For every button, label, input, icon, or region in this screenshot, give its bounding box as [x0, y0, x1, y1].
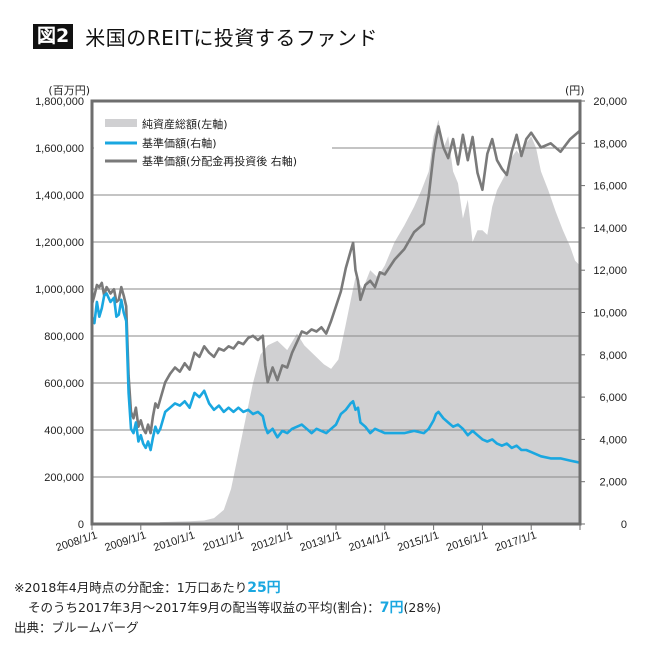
- x-axis-tick-label: 2009/1/1: [103, 529, 147, 554]
- x-axis-tick-label: 2015/1/1: [396, 529, 440, 554]
- right-axis-tick-label: 12,000: [593, 265, 627, 277]
- legend: 純資産総額(左軸) 基準価額(右軸) 基準価額(分配金再投資後 右軸): [94, 103, 332, 171]
- series-line-reinvested: [90, 125, 581, 435]
- area-layer: [92, 119, 580, 525]
- left-axis-tick-label: 1,400,000: [35, 190, 84, 202]
- legend-swatch-area: [105, 119, 137, 127]
- legend-label-nav: 純資産総額(左軸): [142, 117, 228, 131]
- x-axis-tick-label: 2008/1/1: [54, 529, 98, 554]
- note-line-1: ※2018年4月時点の分配金：1万口あたり25円: [14, 578, 441, 598]
- notes: ※2018年4月時点の分配金：1万口あたり25円 そのうち2017年3月～201…: [14, 578, 441, 637]
- note-2-suffix: (28%): [403, 600, 442, 615]
- note-2-text: そのうち2017年3月～2017年9月の配当等収益の平均(割合)：: [28, 600, 380, 615]
- right-axis-unit-label: (円): [565, 84, 585, 97]
- left-axis-tick-label: 1,800,000: [35, 96, 84, 108]
- legend-label-base-price: 基準価額(右軸): [142, 136, 217, 150]
- left-axis-tick-label: 1,600,000: [35, 143, 84, 155]
- x-axis-tick-label: 2017/1/1: [494, 529, 538, 554]
- right-axis-tick-label: 20,000: [593, 96, 627, 108]
- left-axis-tick-label: 0: [78, 519, 84, 531]
- x-axis-tick-label: 2011/1/1: [202, 529, 246, 553]
- right-axis-tick-label: 18,000: [593, 138, 627, 150]
- note-line-2: そのうち2017年3月～2017年9月の配当等収益の平均(割合)：7円(28%): [14, 598, 441, 618]
- x-axis-tick-label: 2013/1/1: [298, 529, 342, 554]
- left-axis-tick-label: 800,000: [44, 331, 84, 343]
- left-axis-tick-label: 400,000: [44, 425, 84, 437]
- right-axis-tick-label: 16,000: [593, 181, 627, 193]
- right-axis-tick-label: 14,000: [593, 223, 627, 235]
- series-area-nav: [92, 119, 580, 525]
- right-axis-tick-label: 10,000: [593, 308, 627, 320]
- left-axis-tick-label: 1,000,000: [35, 284, 84, 296]
- figure-header: 図2 米国のREITに投資するファンド: [33, 22, 378, 51]
- x-axis-tick-label: 2010/1/1: [152, 529, 196, 554]
- note-1-value: 25円: [247, 580, 281, 596]
- right-axis-tick-label: 2,000: [599, 477, 627, 489]
- line-layer: [90, 125, 581, 464]
- figure-badge: 図2: [33, 24, 74, 49]
- right-axis-tick-label: 6,000: [599, 392, 627, 404]
- left-axis-unit-label: (百万円): [48, 84, 90, 97]
- left-axis-tick-label: 200,000: [44, 472, 84, 484]
- right-axis-tick-label: 8,000: [599, 350, 627, 362]
- left-axis-tick-label: 600,000: [44, 378, 84, 390]
- legend-label-reinvested: 基準価額(分配金再投資後 右軸): [142, 154, 297, 168]
- series-line-base-price: [90, 292, 581, 464]
- figure-title: 米国のREITに投資するファンド: [85, 26, 378, 50]
- right-axis-tick-label: 0: [621, 519, 627, 531]
- note-1-text: ※2018年4月時点の分配金：1万口あたり: [14, 580, 248, 595]
- note-2-value: 7円: [379, 600, 404, 616]
- x-axis-tick-label: 2012/1/1: [250, 529, 294, 554]
- source-line: 出典：ブルームバーグ: [14, 620, 139, 635]
- right-axis-tick-label: 4,000: [599, 434, 627, 446]
- left-axis-tick-label: 1,200,000: [35, 237, 84, 249]
- x-axis-tick-label: 2016/1/1: [445, 529, 489, 554]
- x-axis-tick-label: 2014/1/1: [347, 529, 391, 554]
